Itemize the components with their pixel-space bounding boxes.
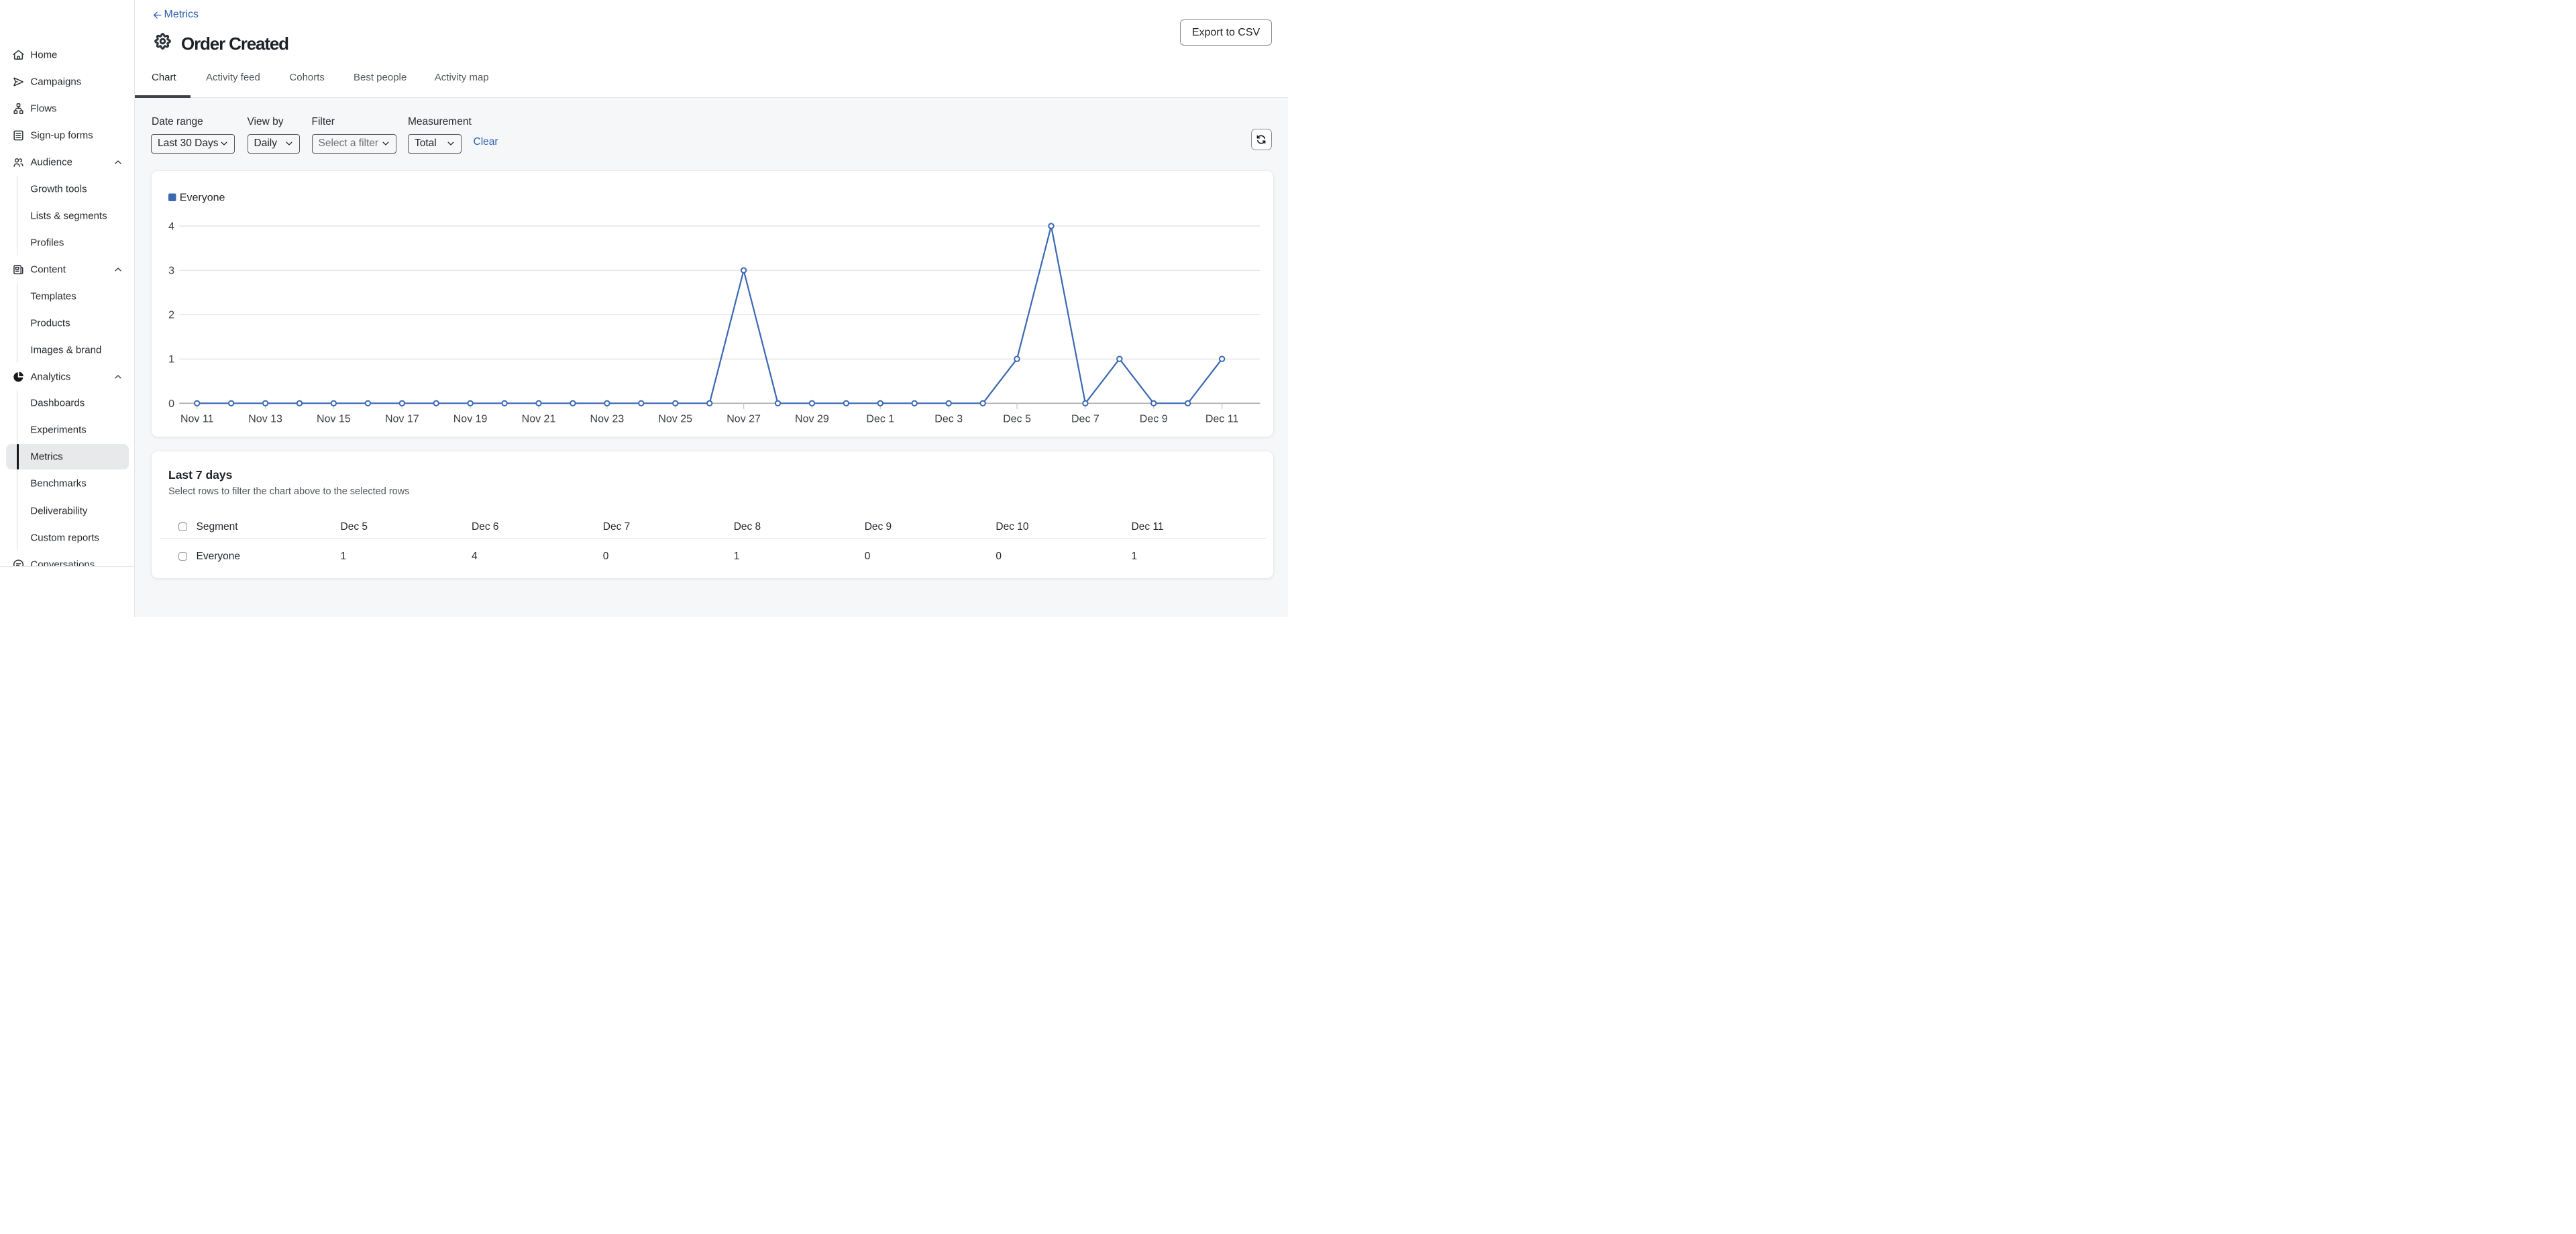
svg-text:Dec 11: Dec 11 xyxy=(1205,413,1239,425)
svg-text:Nov 23: Nov 23 xyxy=(590,413,625,425)
svg-text:Everyone: Everyone xyxy=(180,192,225,203)
svg-text:Nov 17: Nov 17 xyxy=(385,413,419,425)
svg-text:Dec 3: Dec 3 xyxy=(934,413,963,425)
svg-text:Nov 13: Nov 13 xyxy=(248,413,282,425)
svg-text:Dec 1: Dec 1 xyxy=(866,413,894,425)
svg-text:1: 1 xyxy=(168,353,174,365)
svg-text:Nov 11: Nov 11 xyxy=(180,413,214,425)
svg-text:Nov 29: Nov 29 xyxy=(795,413,829,425)
svg-text:4: 4 xyxy=(168,221,174,232)
svg-text:Dec 9: Dec 9 xyxy=(1140,413,1168,425)
svg-text:Nov 27: Nov 27 xyxy=(727,413,761,425)
svg-text:Nov 25: Nov 25 xyxy=(658,413,692,425)
svg-text:Dec 7: Dec 7 xyxy=(1071,413,1099,425)
svg-text:Nov 19: Nov 19 xyxy=(453,413,488,425)
svg-text:3: 3 xyxy=(168,265,174,276)
svg-text:Nov 15: Nov 15 xyxy=(317,413,351,425)
svg-text:Dec 5: Dec 5 xyxy=(1003,413,1031,425)
svg-text:0: 0 xyxy=(168,398,174,409)
svg-text:Nov 21: Nov 21 xyxy=(522,413,556,425)
svg-text:2: 2 xyxy=(168,309,174,321)
